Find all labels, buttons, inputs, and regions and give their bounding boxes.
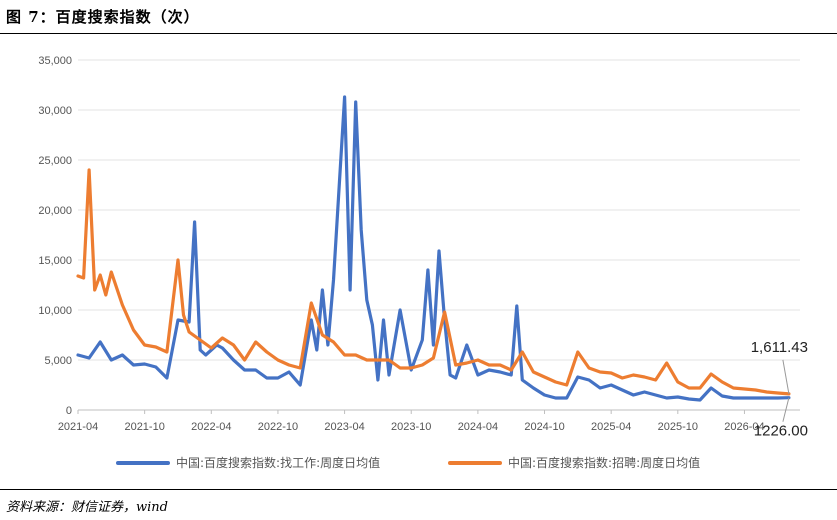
x-tick-label: 2023-04 bbox=[324, 421, 364, 433]
x-tick-label: 2025-10 bbox=[658, 421, 698, 433]
x-tick-label: 2024-04 bbox=[458, 421, 498, 433]
series-layer bbox=[76, 95, 791, 402]
y-tick-label: 0 bbox=[66, 405, 72, 417]
y-tick-label: 30,000 bbox=[38, 105, 72, 117]
y-tick-label: 15,000 bbox=[38, 255, 72, 267]
y-tick-label: 25,000 bbox=[38, 155, 72, 167]
grid-lines bbox=[78, 59, 800, 411]
x-tick-label: 2022-04 bbox=[191, 421, 231, 433]
source-note: 资料来源：财信证券，wind bbox=[6, 500, 168, 515]
x-tick-label: 2025-04 bbox=[591, 421, 631, 433]
x-tick-label: 2026-04 bbox=[724, 421, 764, 433]
legend: 中国:百度搜索指数:找工作:周度日均值 中国:百度搜索指数:招聘:周度日均值 bbox=[116, 455, 700, 470]
series-line-recruit bbox=[76, 168, 791, 396]
x-tick-label: 2023-10 bbox=[391, 421, 431, 433]
y-tick-label: 10,000 bbox=[38, 305, 72, 317]
callout-leader bbox=[782, 359, 790, 394]
top-rule bbox=[0, 33, 837, 34]
legend-label: 中国:百度搜索指数:招聘:周度日均值 bbox=[508, 455, 700, 470]
y-tick-label: 20,000 bbox=[38, 205, 72, 217]
line-chart: 0 5,000 10,000 15,000 20,000 25,000 30,000 35,0… bbox=[38, 55, 808, 470]
callout-label: 1,611.43 bbox=[751, 339, 808, 356]
series-line-job bbox=[76, 95, 791, 402]
x-axis: 2021-04 2021-10 2022-04 2022-10 2023-04 2023-… bbox=[58, 410, 765, 433]
bottom-rule bbox=[0, 489, 837, 490]
annotations: 1,611.43 1226.00 bbox=[751, 339, 808, 440]
y-tick-label: 5,000 bbox=[44, 355, 72, 367]
y-tick-label: 35,000 bbox=[38, 55, 72, 67]
legend-label: 中国:百度搜索指数:找工作:周度日均值 bbox=[176, 455, 380, 470]
x-tick-label: 2021-10 bbox=[124, 421, 164, 433]
callout-label: 1226.00 bbox=[754, 423, 808, 440]
callout-leader bbox=[782, 397, 790, 422]
x-tick-label: 2024-10 bbox=[524, 421, 564, 433]
y-axis-ticks: 0 5,000 10,000 15,000 20,000 25,000 30,000 35,0… bbox=[38, 55, 72, 417]
x-tick-label: 2022-10 bbox=[258, 421, 298, 433]
x-tick-label: 2021-04 bbox=[58, 421, 98, 433]
figure-title: 图 7：百度搜索指数（次） bbox=[6, 8, 200, 26]
